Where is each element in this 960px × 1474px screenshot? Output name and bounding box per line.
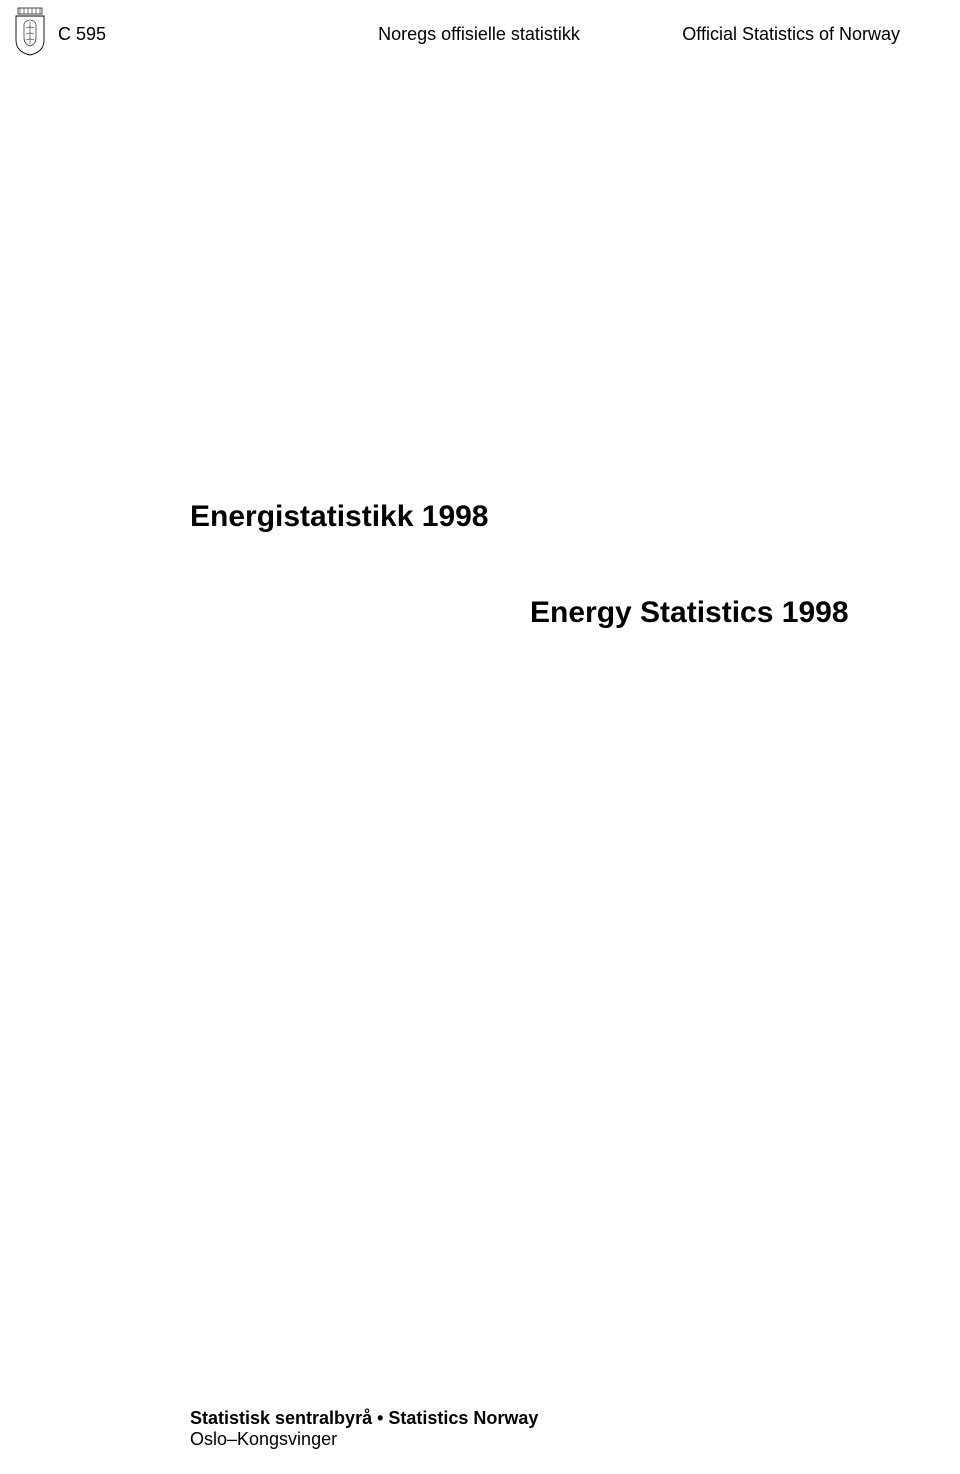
document-page: C 595 Noregs offisielle statistikk Offic… [0,0,960,1474]
document-title-en: Energy Statistics 1998 [530,596,849,630]
coat-of-arms-icon [12,6,48,56]
footer: Statistisk sentralbyrå • Statistics Norw… [190,1408,538,1450]
document-title-nn: Energistatistikk 1998 [190,500,489,534]
header-row: C 595 Noregs offisielle statistikk Offic… [58,24,900,45]
series-name-nn: Noregs offisielle statistikk [58,24,900,45]
publisher-place: Oslo–Kongsvinger [190,1429,538,1450]
publisher-name: Statistisk sentralbyrå • Statistics Norw… [190,1408,538,1429]
